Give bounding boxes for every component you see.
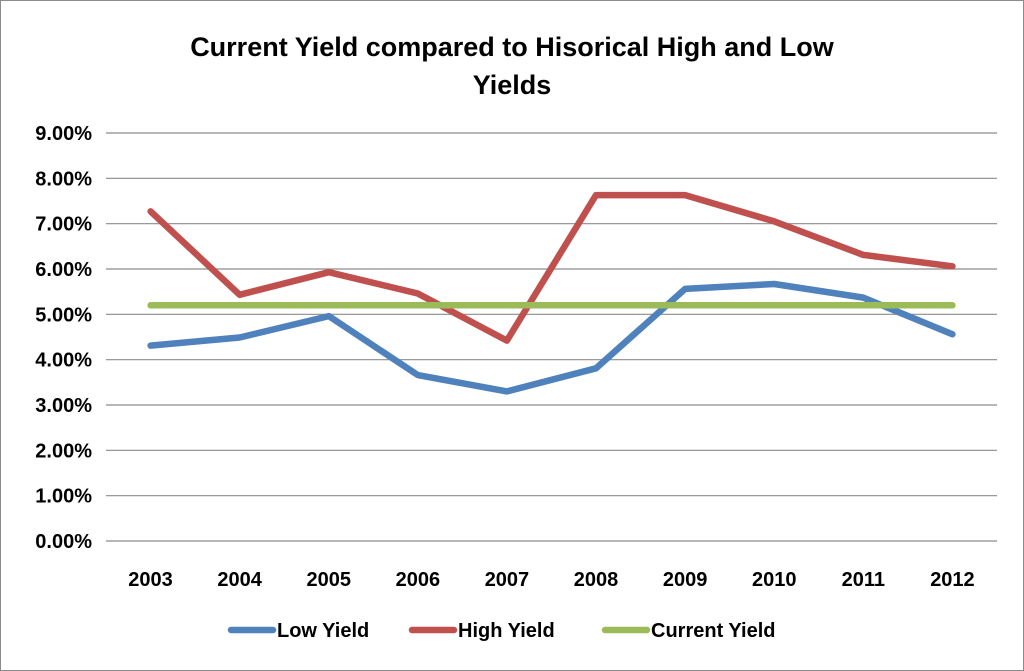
x-tick-label: 2003 xyxy=(128,569,173,591)
series-high-yield xyxy=(147,191,956,344)
y-tick-label: 5.00% xyxy=(35,304,92,326)
x-tick-label: 2004 xyxy=(217,569,262,591)
gridlines xyxy=(106,132,997,542)
series-line xyxy=(147,280,956,395)
y-tick-label: 0.00% xyxy=(35,531,92,553)
series-lines xyxy=(147,191,956,395)
x-tick-label: 2006 xyxy=(396,569,441,591)
x-tick-label: 2009 xyxy=(663,569,708,591)
y-tick-label: 9.00% xyxy=(35,123,92,145)
x-tick-label: 2008 xyxy=(574,569,619,591)
x-tick-label: 2010 xyxy=(752,569,797,591)
legend-label: Low Yield xyxy=(277,620,369,642)
chart-title: Current Yield compared to Hisorical High… xyxy=(190,32,835,100)
legend-item: Low Yield xyxy=(227,620,369,642)
y-tick-label: 4.00% xyxy=(35,350,92,372)
x-tick-label: 2012 xyxy=(930,569,975,591)
chart-title-line-1: Current Yield compared to Hisorical High… xyxy=(190,32,835,62)
y-tick-label: 3.00% xyxy=(35,395,92,417)
x-axis-tick-labels: 2003 2004 2005 2006 2007 2008 2009 2010 2011 2012 xyxy=(128,569,974,591)
x-tick-label: 2011 xyxy=(842,569,885,591)
y-tick-label: 1.00% xyxy=(35,486,92,508)
legend: Low Yield High Yield Current Yield xyxy=(227,620,775,642)
legend-label: Current Yield xyxy=(651,620,775,642)
x-tick-label: 2005 xyxy=(307,569,352,591)
x-tick-label: 2007 xyxy=(485,569,530,591)
y-axis-tick-labels: 0.00% 1.00% 2.00% 3.00% 4.00% 5.00% 6.00% 7.00%… xyxy=(35,123,92,553)
chart-title-line-2: Yields xyxy=(473,70,552,100)
y-tick-label: 7.00% xyxy=(35,214,92,236)
legend-label: High Yield xyxy=(458,620,555,642)
y-tick-label: 2.00% xyxy=(35,440,92,462)
series-low-yield xyxy=(147,280,956,395)
legend-item: High Yield xyxy=(408,620,555,642)
legend-item: Current Yield xyxy=(601,620,775,642)
y-tick-label: 8.00% xyxy=(35,168,92,190)
y-tick-label: 6.00% xyxy=(35,259,92,281)
series-line xyxy=(147,191,956,344)
